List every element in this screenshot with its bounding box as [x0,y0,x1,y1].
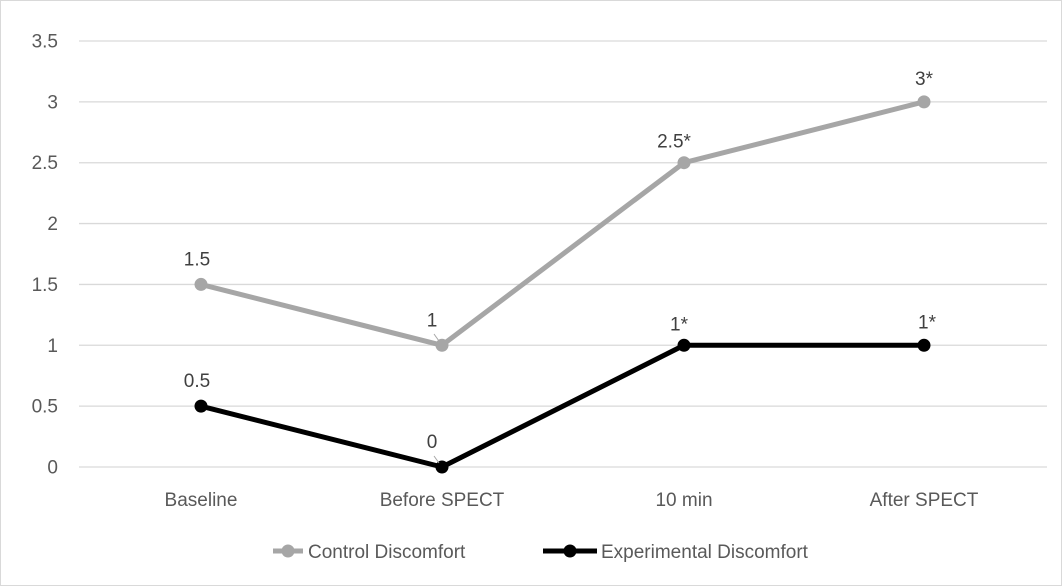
x-tick-label: 10 min [655,490,712,511]
data-point-experimental [435,460,449,474]
y-axis-tick-labels: 0 0.5 1 1.5 2 2.5 3 3.5 [32,32,58,479]
label-leader-line [433,455,440,464]
y-tick-label: 2.5 [32,153,58,174]
legend-item-experimental: Experimental Discomfort [543,542,809,563]
y-tick-label: 1 [47,336,58,357]
y-tick-label: 3.5 [32,32,58,53]
data-point-experimental [677,338,691,352]
data-label-control: 2.5* [657,132,691,153]
data-point-control [435,338,449,352]
legend-marker-swatch [563,544,577,558]
legend-item-control: Control Discomfort [273,542,466,563]
data-label-experimental: 1* [670,314,689,335]
data-label-experimental: 0 [427,432,438,453]
y-tick-label: 3 [47,92,58,113]
series-line-control [198,99,927,348]
data-labels-layer: 1.5 1 2.5* 3* 0.5 0 1* 1* [184,69,937,464]
x-tick-label: After SPECT [870,490,979,511]
legend-label: Control Discomfort [308,542,466,563]
grid-lines [79,40,1047,468]
series-layer [194,95,931,474]
data-point-control [194,277,208,291]
data-label-control: 3* [915,69,934,90]
data-point-experimental [194,399,208,413]
data-label-experimental: 0.5 [184,371,210,392]
data-point-control [917,95,931,109]
y-tick-label: 0 [47,458,58,479]
y-tick-label: 1.5 [32,275,58,296]
data-label-control: 1.5 [184,249,210,270]
data-label-control: 1 [427,310,438,331]
legend: Control Discomfort Experimental Discomfor… [273,542,809,563]
data-point-experimental [917,338,931,352]
y-tick-label: 0.5 [32,397,58,418]
x-axis-tick-labels: Baseline Before SPECT 10 min After SPECT [165,490,979,511]
legend-label: Experimental Discomfort [601,542,809,563]
legend-marker-swatch [281,544,295,558]
x-tick-label: Baseline [165,490,238,511]
label-leader-line [433,333,440,342]
x-tick-label: Before SPECT [380,490,505,511]
y-tick-label: 2 [47,214,58,235]
data-label-experimental: 1* [918,312,937,333]
series-line-experimental [198,342,927,470]
data-point-control [677,156,691,170]
